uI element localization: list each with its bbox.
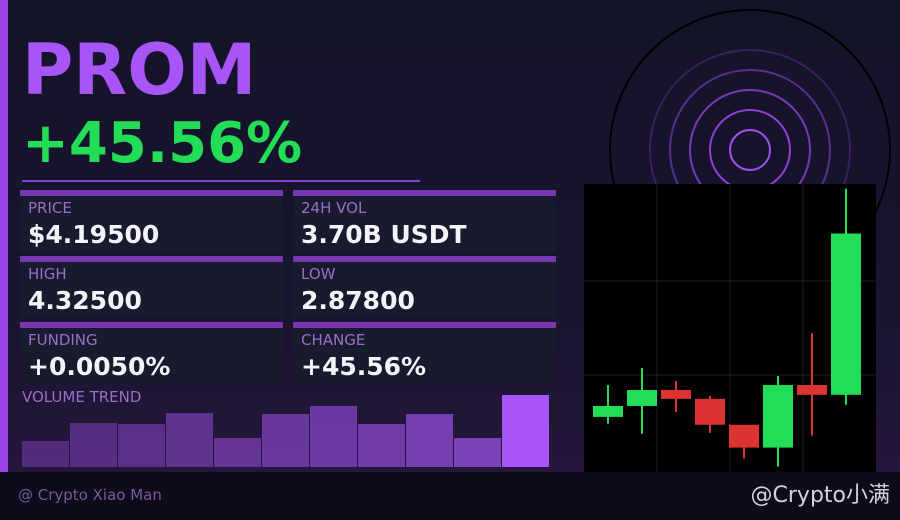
stat-value: 3.70B USDT [301,220,467,249]
stat-value: $4.19500 [28,220,159,249]
volume-bar [502,395,549,467]
stat-card-bar [293,322,556,328]
stat-label: LOW [301,265,336,283]
volume-bar [358,424,405,467]
stat-label: PRICE [28,199,72,217]
stat-label: HIGH [28,265,67,283]
candle-body [627,390,657,406]
stat-card-bar [293,190,556,196]
watermark: @Crypto小满 [751,483,890,508]
candle-body [797,385,827,395]
stat-value: 4.32500 [28,286,142,315]
stat-card-bar [293,256,556,262]
volume-bar [214,438,261,467]
volume-bar [262,414,309,467]
author: @ Crypto Xiao Man [18,486,162,504]
stat-label: 24H VOL [301,199,367,217]
candle-body [729,424,759,448]
stat-card [293,322,556,384]
stat-value: 2.87800 [301,286,415,315]
candle-body [831,233,861,395]
accent-strip [0,0,8,472]
volume-bar [22,441,69,467]
footer-bar [0,472,900,520]
stat-card-bar [20,322,283,328]
stat-card-bar [20,190,283,196]
stat-value: +0.0050% [28,352,170,381]
stat-card [293,190,556,252]
stat-label: FUNDING [28,331,98,349]
candle-grid [584,184,876,472]
volume-title: VOLUME TREND [22,388,141,406]
candle-body [661,390,691,399]
stat-card [20,256,283,318]
stat-card [20,322,283,384]
stat-value: +45.56% [301,352,426,381]
volume-bar [310,406,357,467]
stat-card [20,190,283,252]
volume-bar [454,438,501,467]
stat-label: CHANGE [301,331,365,349]
stat-card [293,256,556,318]
change-headline: +45.56% [22,111,302,176]
volume-bar [406,414,453,467]
volume-bar [118,424,165,467]
symbol: PROM [22,29,256,111]
candle-body [763,385,793,448]
stat-card-bar [20,256,283,262]
candle-body [695,398,725,425]
volume-bar [70,423,117,467]
candle-body [593,405,623,417]
volume-bar [166,413,213,467]
